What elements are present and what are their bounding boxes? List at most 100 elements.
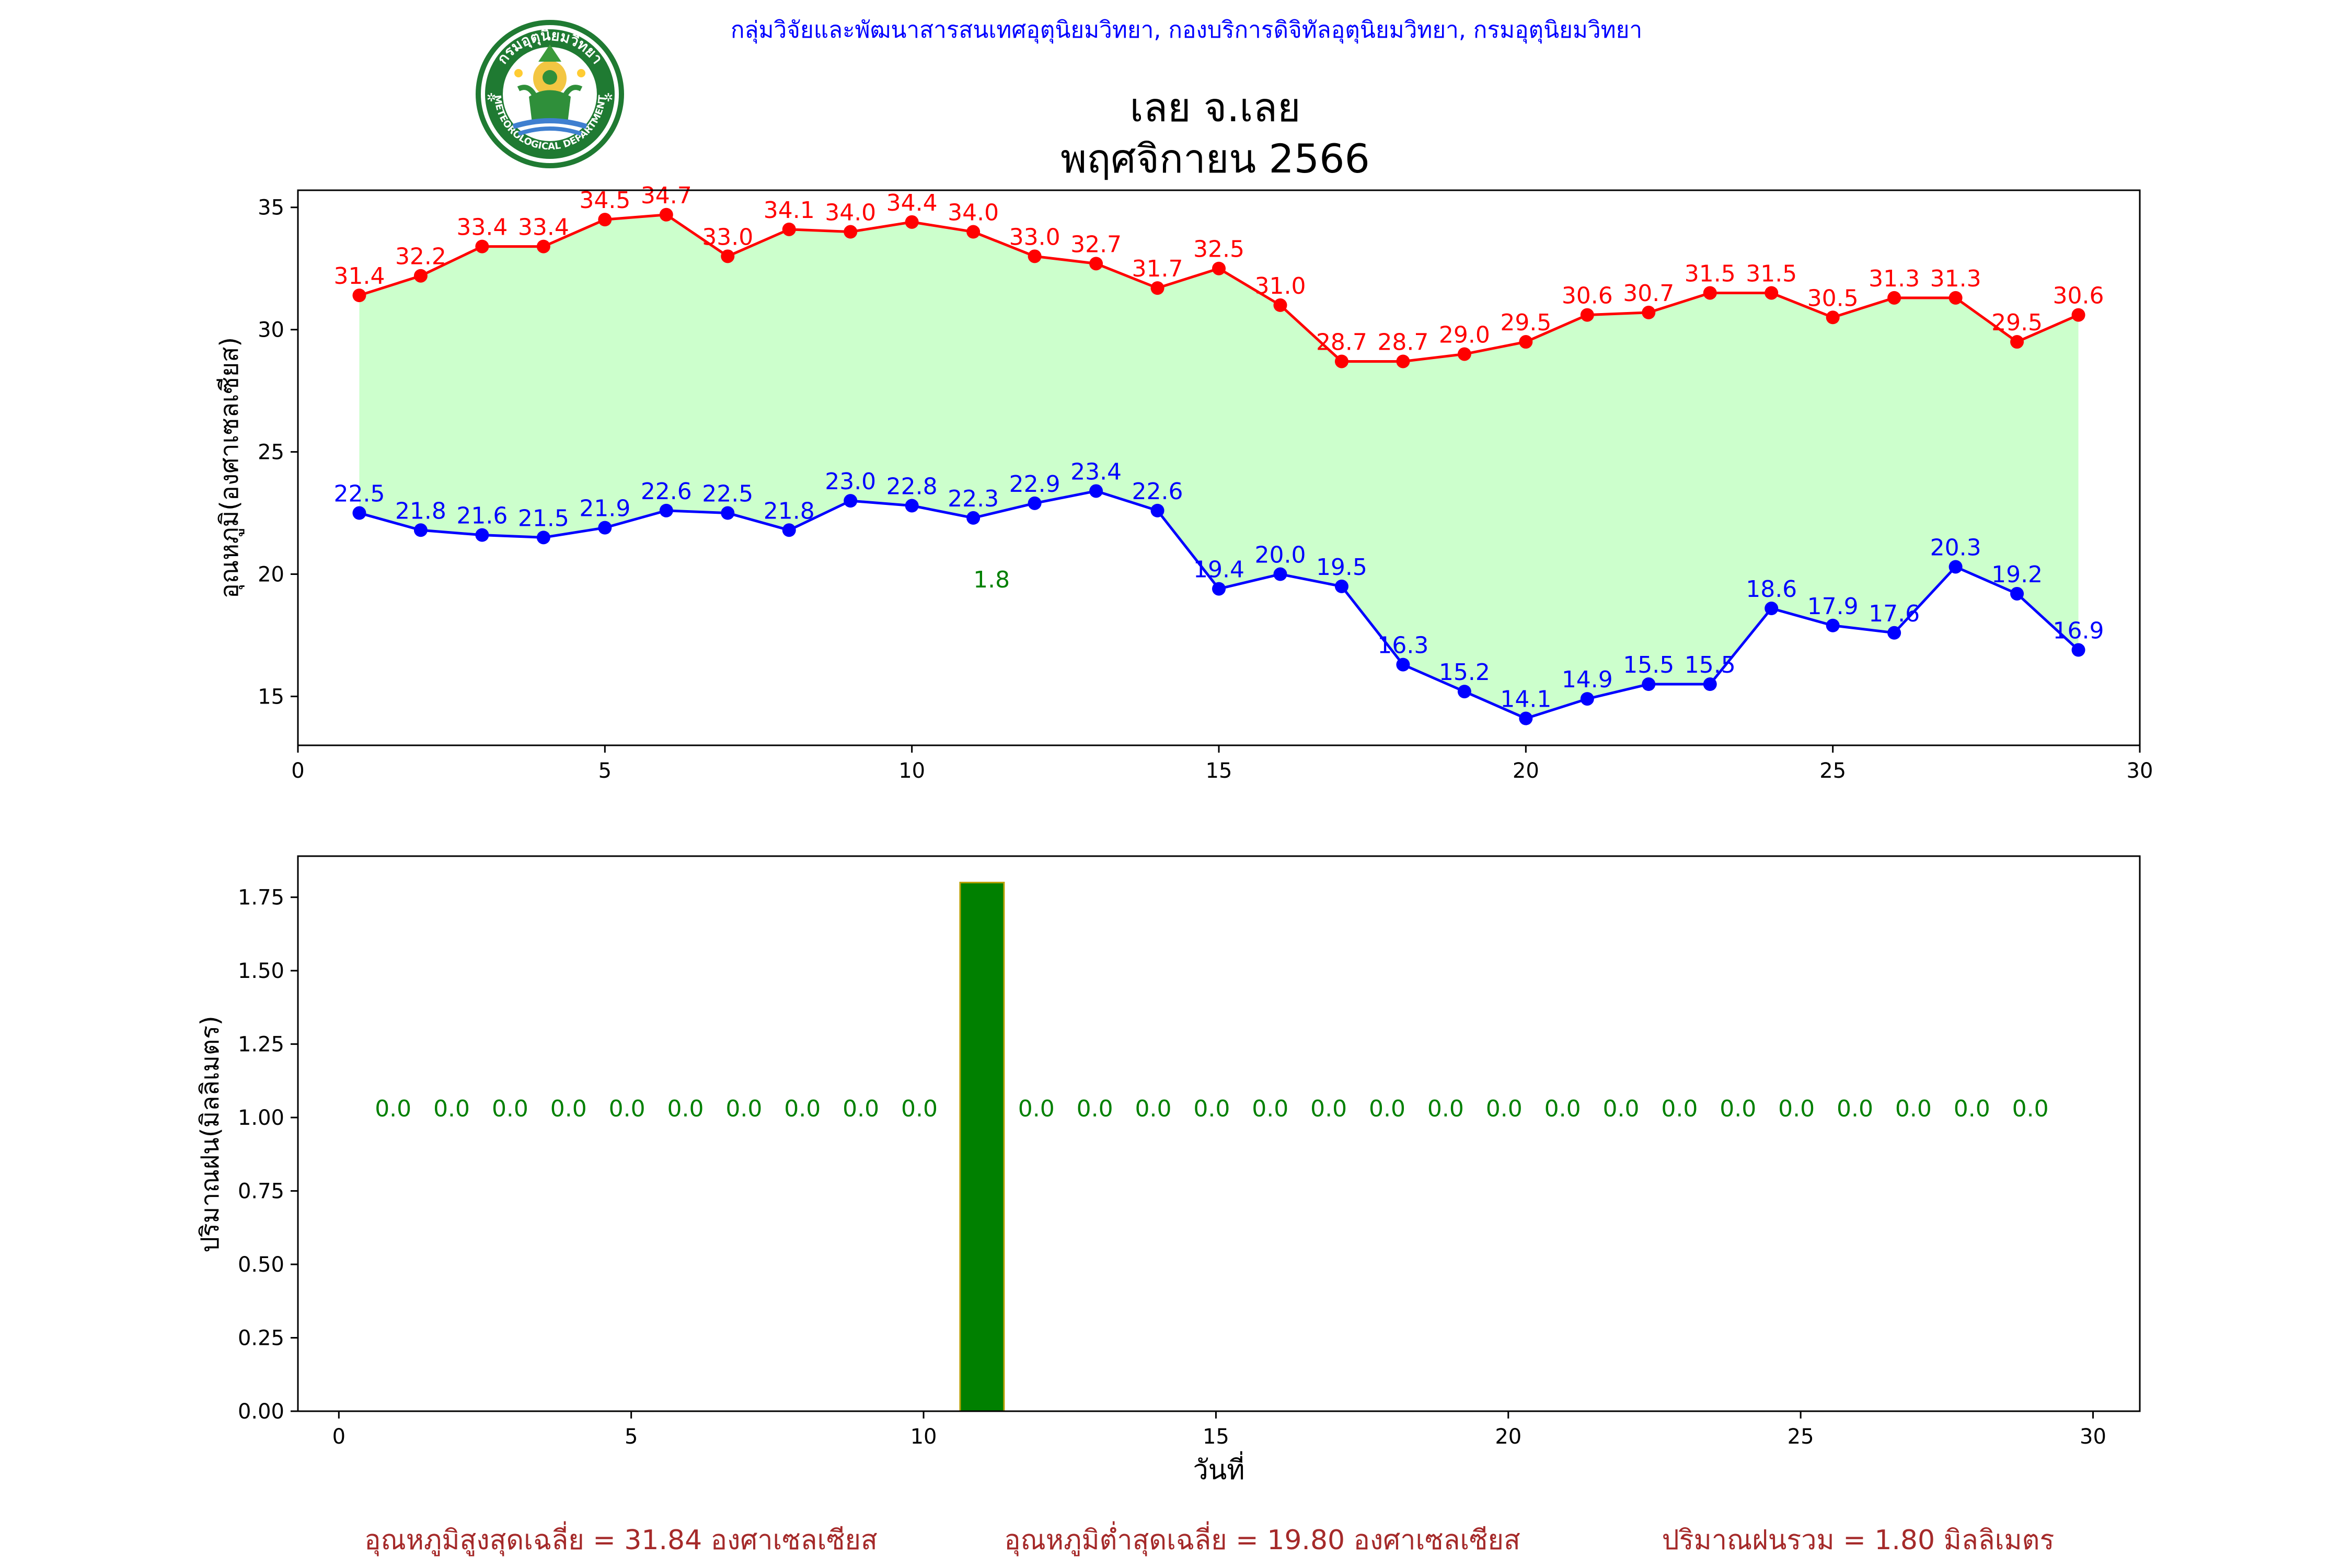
min-temperature-label: 23.4 [1070,458,1122,485]
temperature-y-tick-label: 30 [258,318,284,342]
max-temperature-label: 31.4 [333,263,385,290]
rainfall-y-axis-label: ปริมาณฝน(มิลลิเมตร) [195,1016,225,1252]
min-temperature-point [905,499,919,513]
max-temperature-label: 33.0 [1009,224,1060,250]
min-temperature-point [721,506,735,520]
max-temperature-point [1580,308,1594,322]
department-logo: กรมอุตุนิยมวิทยา METEOROLOGICAL DEPARTME… [476,20,624,168]
max-temperature-label: 31.5 [1746,260,1797,287]
max-temperature-label: 33.4 [456,214,508,241]
min-temperature-point [1028,496,1042,510]
rainfall-value-label: 0.0 [1895,1096,1932,1122]
rainfall-value-label: 0.0 [1310,1096,1347,1122]
temperature-x-tick-label: 25 [1819,759,1846,783]
temperature-x-tick-label: 0 [291,759,304,783]
max-temperature-label: 28.7 [1377,329,1428,355]
max-temperature-point [475,239,489,253]
temperature-y-axis-label: อุณหภูมิ(องศาเซลเซียส) [215,337,245,598]
min-temperature-label: 16.3 [1377,632,1428,659]
max-temperature-label: 30.6 [1562,283,1613,309]
rainfall-value-label: 0.0 [1778,1096,1815,1122]
max-temperature-point [1334,354,1348,368]
rainfall-plot-frame [297,855,2141,1412]
min-temperature-label: 22.8 [886,474,938,500]
min-temperature-point [1949,560,1963,574]
min-temperature-label: 20.0 [1254,542,1306,569]
min-temperature-label: 21.6 [456,503,508,529]
max-temperature-label: 31.3 [1869,266,1920,292]
min-temperature-point [475,528,489,542]
rainfall-value-label: 0.0 [1544,1096,1581,1122]
logo-star-right-icon: ✲ [604,91,613,105]
min-temperature-point [1089,484,1103,498]
min-temperature-label: 14.1 [1500,686,1551,713]
min-temperature-label: 16.9 [2053,618,2104,644]
max-temperature-label: 32.2 [395,244,446,270]
min-temperature-point [536,531,550,545]
max-temperature-point [1826,310,1840,325]
logo-deity-icon [512,44,587,136]
rainfall-x-axis-label: วันที่ [1193,1451,1244,1486]
min-temperature-point [782,523,796,537]
temperature-x-tick-label: 5 [598,759,612,783]
rainfall-value-label: 0.0 [1135,1096,1172,1122]
max-temperature-point [1028,249,1042,263]
station-title: เลย จ.เลย [1129,84,1300,131]
min-temperature-point [966,511,981,525]
max-temperature-label: 30.7 [1623,280,1674,307]
temperature-annotation: 1.8 [973,567,1010,593]
max-temperature-point [905,215,919,229]
max-temperature-label: 30.5 [1807,285,1859,312]
temperature-y-tick-label: 35 [258,196,284,220]
max-temperature-label: 29.5 [1991,309,2043,336]
temperature-x-tick-label: 10 [898,759,925,783]
max-temperature-point [1212,261,1226,275]
rainfall-value-label: 0.0 [1603,1096,1640,1122]
min-temperature-point [1703,677,1717,691]
max-temperature-label: 31.0 [1254,273,1306,299]
max-temperature-point [1089,257,1103,271]
temperature-chart: 31.4 32.2 33.4 33.4 34.5 34.7 33.0 34.1 34.0 34.4… [215,182,2153,783]
max-temperature-label: 28.7 [1316,329,1367,355]
min-temperature-label: 15.5 [1623,652,1674,678]
rainfall-bar [959,882,1005,1412]
rainfall-value-label: 0.0 [1369,1096,1405,1122]
max-temperature-label: 34.4 [886,190,938,216]
temperature-x-tick-label: 20 [1513,759,1539,783]
temperature-range-fill [359,214,2079,719]
min-temperature-point [1396,658,1410,672]
min-temperature-point [352,506,366,520]
rainfall-value-label: 0.0 [375,1096,411,1122]
rainfall-value-label: 0.0 [784,1096,821,1122]
rainfall-value-label: 0.0 [1077,1096,1113,1122]
min-temperature-label: 21.8 [395,498,446,524]
min-temperature-label: 15.5 [1685,652,1736,678]
rainfall-y-tick-label: 1.00 [238,1106,284,1130]
max-temperature-point [598,213,612,227]
max-temperature-label: 34.1 [764,197,815,224]
max-temperature-point [1396,354,1410,368]
min-temperature-point [1519,711,1533,725]
max-temperature-point [1519,335,1533,349]
min-temperature-point [1826,618,1840,632]
max-temperature-label: 34.0 [825,200,876,226]
min-temperature-label: 22.5 [333,481,385,508]
temperature-y-tick-label: 20 [258,563,284,587]
rainfall-value-label: 0.0 [1193,1096,1230,1122]
min-temperature-label: 19.5 [1316,554,1367,581]
max-temperature-point [721,249,735,263]
rainfall-chart: 0.0 0.0 0.0 0.0 0.0 0.0 0.0 0.0 0.0 0.0 0.0 0.0 0.0 0… [195,855,2141,1486]
rainfall-value-label: 0.0 [2012,1096,2049,1122]
min-temperature-label: 17.6 [1869,601,1920,627]
temperature-y-tick-label: 25 [258,441,284,465]
rainfall-value-label: 0.0 [725,1096,762,1122]
min-temperature-label: 14.9 [1562,666,1613,693]
min-temperature-point [844,494,858,508]
summary-total-rain: ปริมาณฝนรวม = 1.80 มิลลิเมตร [1662,1525,2055,1556]
max-temperature-label: 29.5 [1500,309,1551,336]
max-temperature-point [659,207,673,222]
min-temperature-point [413,523,428,537]
summary-avg-max: อุณหภูมิสูงสุดเฉลี่ย = 31.84 องศาเซลเซีย… [364,1521,878,1557]
